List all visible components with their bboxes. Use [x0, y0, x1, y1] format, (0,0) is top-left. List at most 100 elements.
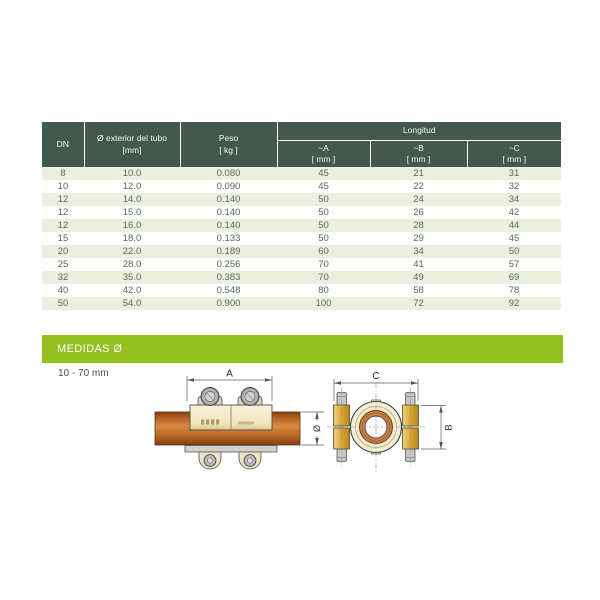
table-cell: 16.0 [122, 220, 142, 231]
dim-b-label: B [444, 424, 455, 430]
table-cell: 57 [508, 259, 520, 270]
table-cell: 0.133 [216, 233, 241, 244]
table-row: 32 35.0 0.383 70 49 69 [42, 271, 562, 284]
dim-c-label: C [372, 371, 379, 382]
table-cell: 18.0 [122, 233, 142, 244]
column-unit: [mm] [122, 144, 142, 155]
table-cell: 12.0 [122, 181, 142, 192]
table-cell: 0.140 [216, 220, 241, 231]
table-cell: 28 [413, 220, 424, 231]
section-banner: MEDIDAS Ø [42, 335, 563, 363]
spec-table: DN Ø exterior del tubo [mm] Peso [ kg ] … [42, 122, 562, 310]
table-cell: 45 [508, 233, 520, 244]
table-cell: 21 [413, 168, 424, 179]
dimension-b [421, 405, 446, 450]
table-cell: 0.383 [216, 272, 241, 283]
dim-a-label: A [226, 369, 233, 380]
table-cell: 22.0 [122, 246, 142, 257]
table-cell: 15.0 [122, 207, 142, 218]
table-row: 25 28.0 0.256 70 41 57 [42, 258, 562, 271]
table-cell: 12 [57, 194, 69, 205]
table-cell: 70 [318, 259, 329, 270]
column-unit: [ mm ] [406, 154, 431, 164]
table-cell: 70 [318, 272, 329, 283]
table-cell: 35.0 [122, 272, 142, 283]
table-cell: 45 [318, 168, 329, 179]
column-unit: [ mm ] [502, 154, 527, 164]
table-cell: 69 [508, 272, 520, 283]
column-header-b: ~B [ mm ] [370, 140, 468, 167]
table-cell: 10 [57, 181, 69, 192]
column-header-a: ~A [ mm ] [277, 140, 371, 167]
embossed-marks [201, 419, 254, 425]
table-cell: 41 [413, 259, 424, 270]
table-cell: 10.0 [122, 168, 142, 179]
table-cell: 20 [57, 246, 69, 257]
table-cell: 60 [318, 246, 329, 257]
technical-drawing: A Ø [154, 369, 455, 472]
table-cell: 0.140 [216, 194, 241, 205]
side-view: A Ø [154, 369, 324, 470]
column-header-dn: DN [42, 122, 85, 167]
table-cell: 0.256 [216, 259, 241, 270]
table-cell: 0.140 [216, 207, 241, 218]
table-cell: 58 [413, 285, 424, 296]
column-unit: [ mm ] [311, 154, 336, 164]
table-cell: 50 [57, 298, 69, 309]
centerlines [327, 382, 426, 472]
nut [203, 454, 217, 467]
column-label: ~C [508, 142, 520, 153]
table-cell: 0.189 [216, 246, 241, 257]
table-cell: 24 [413, 194, 424, 205]
column-label: ~A [318, 142, 329, 153]
column-header-diameter: Ø exterior del tubo [mm] [84, 122, 181, 167]
table-cell: 50 [318, 233, 329, 244]
clamp-lower-flange [184, 445, 278, 453]
table-row: 15 18.0 0.133 50 29 45 [42, 232, 562, 245]
table-cell: 54.0 [122, 298, 142, 309]
section-title: MEDIDAS Ø [57, 343, 123, 355]
table-cell: 15 [57, 233, 69, 244]
table-cell: 50 [318, 207, 329, 218]
table-row: 10 12.0 0.090 45 22 32 [42, 180, 562, 193]
column-label: DN [56, 138, 69, 149]
table-cell: 31 [508, 168, 520, 179]
table-row: 8 10.0 0.080 45 21 31 [42, 167, 562, 180]
table-row: 12 16.0 0.140 50 28 44 [42, 219, 562, 232]
table-cell: 22 [413, 181, 424, 192]
column-header-c: ~C [ mm ] [467, 140, 562, 167]
column-label: Ø exterior del tubo [97, 133, 167, 144]
dim-diameter-label: Ø [312, 425, 322, 432]
table-cell: 0.900 [216, 298, 241, 309]
table-cell: 42 [508, 207, 520, 218]
table-cell: 49 [413, 272, 424, 283]
table-cell: 40 [57, 285, 69, 296]
table-cell: 44 [508, 220, 520, 231]
table-row: 12 14.0 0.140 50 24 34 [42, 193, 562, 206]
table-cell: 12 [57, 220, 69, 231]
end-view: C B [327, 371, 455, 472]
table-cell: 0.090 [216, 181, 241, 192]
table-cell: 72 [413, 298, 424, 309]
table-header: DN Ø exterior del tubo [mm] Peso [ kg ] … [42, 122, 562, 167]
column-header-peso: Peso [ kg ] [180, 122, 278, 167]
column-header-longitud: Longitud [277, 122, 562, 141]
table-cell: 28.0 [122, 259, 142, 270]
table-cell: 100 [315, 298, 332, 309]
table-row: 50 54.0 0.900 100 72 92 [42, 297, 562, 310]
table-cell: 32 [57, 272, 69, 283]
table-row: 12 15.0 0.140 50 26 42 [42, 206, 562, 219]
dimension-c [333, 379, 419, 401]
table-row: 40 42.0 0.548 80 58 78 [42, 284, 562, 297]
table-row: 20 22.0 0.189 60 34 50 [42, 245, 562, 258]
table-cell: 34 [413, 246, 424, 257]
column-label: Peso [218, 133, 239, 144]
table-cell: 26 [413, 207, 424, 218]
table-cell: 25 [57, 259, 69, 270]
table-body: 8 10.0 0.080 45 21 31 10 12.0 0.090 45 22 32 12 14.0 0… [42, 167, 562, 310]
table-cell: 80 [318, 285, 329, 296]
table-cell: 29 [413, 233, 424, 244]
column-label: ~B [413, 142, 424, 153]
table-cell: 8 [60, 168, 66, 179]
